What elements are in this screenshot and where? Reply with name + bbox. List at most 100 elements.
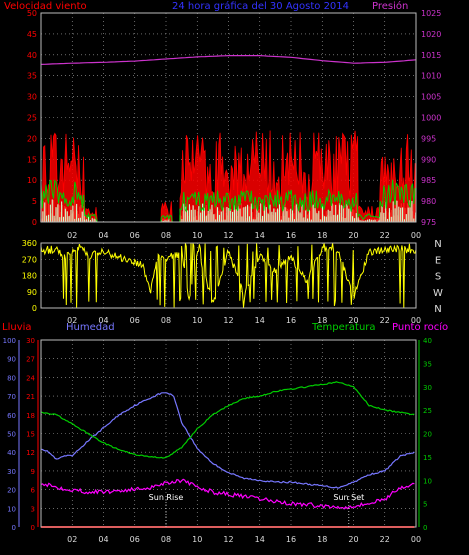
climate-x-tick: 06: [130, 535, 140, 544]
rain-label: Lluvia: [2, 322, 32, 333]
wind-direction-series: [40, 242, 417, 309]
humidity-tick-label: 30: [7, 468, 16, 476]
sunset-label: Sun Set: [333, 493, 364, 502]
wind-tick-label: 30: [27, 93, 37, 102]
humidity-tick-label: 10: [7, 505, 16, 513]
pressure-tick-label: 990: [421, 155, 436, 164]
wind-tick-label: 40: [27, 51, 37, 60]
series-dew-point: [40, 478, 415, 510]
temperature-tick-label: 0: [423, 524, 427, 532]
humidity-tick-label: 60: [7, 412, 16, 420]
sunrise-label: Sun Rise: [149, 493, 184, 502]
humidity-tick-label: 50: [7, 431, 16, 439]
direction-x-tick: 18: [317, 316, 327, 325]
compass-label: W: [433, 288, 443, 299]
climate-x-tick: 04: [98, 535, 108, 544]
humidity-tick-label: 40: [7, 449, 16, 457]
rain-tick-label: 0: [31, 524, 35, 532]
direction-x-tick: 16: [286, 316, 296, 325]
direction-x-tick: 00: [411, 316, 421, 325]
pressure-series: [40, 54, 417, 65]
humidity-tick-label: 0: [12, 524, 16, 532]
climate-x-tick: 08: [161, 535, 171, 544]
rain-tick-label: 18: [26, 412, 35, 420]
temperature-tick-label: 5: [423, 501, 427, 509]
rain-tick-label: 24: [26, 374, 35, 382]
direction-x-tick: 22: [380, 316, 390, 325]
compass-label: N: [434, 304, 441, 315]
humidity-tick-label: 80: [7, 374, 16, 382]
wind-x-tick: 04: [98, 231, 108, 240]
compass-label: S: [435, 272, 441, 283]
wind-axis-title: Velocidad viento: [4, 1, 87, 12]
compass-label: E: [435, 255, 441, 266]
series-humidity: [40, 392, 415, 489]
wind-tick-label: 15: [27, 155, 37, 164]
climate-x-tick: 18: [317, 535, 327, 544]
wind-x-tick: 00: [411, 231, 421, 240]
direction-x-tick: 12: [223, 316, 233, 325]
wind-tick-label: 50: [27, 9, 37, 18]
pressure-tick-label: 995: [421, 134, 436, 143]
direction-x-tick: 10: [192, 316, 202, 325]
direction-tick-label: 0: [32, 304, 37, 313]
compass-label: N: [434, 239, 441, 250]
wind-x-tick: 18: [317, 231, 327, 240]
temperature-tick-label: 10: [423, 477, 432, 485]
temperature-tick-label: 25: [423, 407, 432, 415]
direction-x-tick: 14: [255, 316, 265, 325]
pressure-tick-label: 1020: [421, 30, 441, 39]
pressure-tick-label: 980: [421, 197, 436, 206]
wind-tick-label: 20: [27, 134, 37, 143]
rain-tick-label: 6: [31, 487, 36, 495]
wind-tick-label: 25: [27, 114, 37, 123]
rain-tick-label: 3: [31, 505, 35, 513]
rain-tick-label: 9: [31, 468, 35, 476]
wind-tick-label: 10: [27, 176, 37, 185]
temperature-tick-label: 15: [423, 454, 432, 462]
wind-tick-label: 0: [32, 218, 37, 227]
direction-tick-label: 270: [22, 255, 37, 264]
pressure-tick-label: 975: [421, 218, 436, 227]
wind-tick-label: 5: [32, 197, 37, 206]
wind-x-tick: 22: [380, 231, 390, 240]
wind-x-tick: 06: [130, 231, 140, 240]
humidity-tick-label: 70: [7, 393, 16, 401]
climate-x-tick: 00: [411, 535, 421, 544]
rain-tick-label: 12: [26, 449, 35, 457]
climate-x-tick: 12: [223, 535, 233, 544]
climate-frame: [40, 339, 417, 528]
climate-x-tick: 22: [380, 535, 390, 544]
direction-x-tick: 04: [98, 316, 108, 325]
humidity-tick-label: 100: [3, 337, 16, 345]
chart-title: 24 hora gráfica del 30 Agosto 2014: [172, 1, 350, 12]
pressure-tick-label: 1010: [421, 72, 441, 81]
temperature-tick-label: 30: [423, 384, 432, 392]
series-temperature: [40, 381, 415, 459]
direction-x-tick: 08: [161, 316, 171, 325]
wind-x-tick: 14: [255, 231, 265, 240]
wind-pressure-frame: [40, 12, 417, 223]
climate-x-tick: 10: [192, 535, 202, 544]
humidity-tick-label: 90: [7, 356, 16, 364]
direction-x-tick: 02: [67, 316, 77, 325]
wind-tick-label: 35: [27, 72, 37, 81]
direction-frame: [40, 242, 417, 309]
direction-tick-label: 180: [22, 272, 37, 281]
wind-x-tick: 16: [286, 231, 296, 240]
climate-x-tick: 20: [348, 535, 358, 544]
temperature-tick-label: 40: [423, 337, 432, 345]
wind-x-tick: 20: [348, 231, 358, 240]
temperature-tick-label: 20: [423, 431, 432, 439]
rain-tick-label: 30: [26, 337, 35, 345]
wind-x-tick: 10: [192, 231, 202, 240]
pressure-axis-title: Presión: [372, 1, 409, 12]
dew-point-label: Punto rocío: [392, 322, 449, 333]
pressure-tick-label: 1015: [421, 51, 441, 60]
climate-x-tick: 16: [286, 535, 296, 544]
direction-x-tick: 06: [130, 316, 140, 325]
humidity-label: Humedad: [66, 322, 115, 333]
rain-tick-label: 15: [26, 431, 35, 439]
temperature-label: Temperatura: [312, 322, 376, 333]
